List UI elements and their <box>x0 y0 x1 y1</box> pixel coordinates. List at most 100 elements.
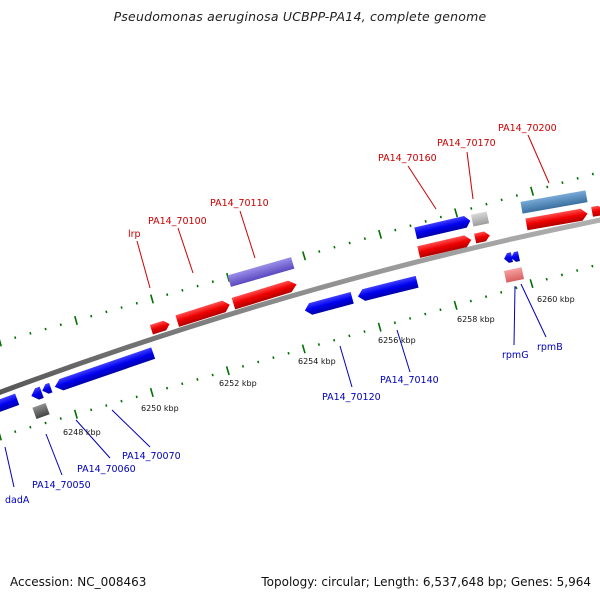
minor-tick <box>120 399 123 403</box>
gene-arrow[interactable] <box>474 230 491 244</box>
gene-arrow[interactable] <box>414 215 471 240</box>
minor-tick <box>105 404 108 407</box>
minor-tick <box>318 250 321 253</box>
scale-label: 6248 kbp <box>63 428 101 437</box>
major-tick <box>73 409 78 419</box>
upper-tick-track <box>0 172 594 347</box>
minor-tick <box>120 306 123 309</box>
gene-arrow[interactable] <box>29 386 44 402</box>
minor-tick <box>484 295 488 299</box>
minor-tick <box>272 356 275 360</box>
major-tick <box>226 272 231 282</box>
gene-arrow[interactable] <box>510 251 520 262</box>
gene-label-pa14-70140[interactable]: PA14_70140 <box>380 375 439 386</box>
minor-tick <box>14 336 17 340</box>
minor-tick <box>439 308 442 312</box>
gene-label-lrp[interactable]: lrp <box>128 229 141 240</box>
gene-label-dada[interactable]: dadA <box>5 495 30 506</box>
gene-arrow[interactable] <box>53 347 156 392</box>
gene-arrow[interactable] <box>525 208 588 231</box>
minor-tick <box>90 314 93 318</box>
lower-tick-track <box>0 264 594 441</box>
gene-label-pa14-70170[interactable]: PA14_70170 <box>437 138 496 149</box>
scale-label: 6260 kbp <box>537 295 575 304</box>
minor-tick <box>500 198 503 202</box>
major-tick <box>454 208 459 218</box>
scale-label: 6250 kbp <box>141 404 179 413</box>
feature-blocks-upper <box>227 190 588 287</box>
minor-tick <box>166 293 169 297</box>
minor-tick <box>165 386 169 390</box>
minor-tick <box>424 219 427 223</box>
scale-label: 6252 kbp <box>219 379 257 388</box>
major-tick <box>529 279 534 289</box>
gene-arrow[interactable] <box>149 319 171 335</box>
gene-label-pa14-70160[interactable]: PA14_70160 <box>378 153 437 164</box>
gene-arrow[interactable] <box>503 252 513 263</box>
minor-tick <box>394 228 397 232</box>
reverse-gene-labels: dadA PA14_70050 PA14_70060 PA14_70070 PA… <box>5 342 563 506</box>
gene-arrow[interactable] <box>175 299 231 327</box>
minor-tick <box>576 176 579 180</box>
topology-text: Topology: circular; Length: 6,537,648 bp… <box>261 575 591 589</box>
gene-label-pa14-70200[interactable]: PA14_70200 <box>498 123 557 134</box>
minor-tick <box>90 408 93 412</box>
minor-tick <box>470 207 473 210</box>
minor-tick <box>560 273 564 277</box>
feature-block[interactable] <box>227 257 295 287</box>
minor-tick <box>515 286 518 290</box>
scale-label: 6254 kbp <box>298 357 336 366</box>
gene-arrow[interactable] <box>356 275 419 302</box>
minor-tick <box>181 288 184 292</box>
feature-block[interactable] <box>503 267 525 283</box>
gene-label-pa14-70100[interactable]: PA14_70100 <box>148 216 207 227</box>
major-tick <box>149 387 154 398</box>
major-tick <box>0 339 2 347</box>
forward-genes <box>149 205 600 335</box>
major-tick <box>302 251 307 261</box>
gene-label-pa14-70120[interactable]: PA14_70120 <box>322 392 381 403</box>
major-tick <box>301 344 306 354</box>
minor-tick <box>409 224 412 228</box>
gene-label-rpmg[interactable]: rpmG <box>502 350 529 361</box>
minor-tick <box>591 264 594 268</box>
minor-tick <box>545 277 548 281</box>
minor-tick <box>241 364 245 368</box>
minor-tick <box>14 430 17 434</box>
gene-label-pa14-70050[interactable]: PA14_70050 <box>32 480 91 491</box>
major-tick <box>74 315 78 326</box>
label-leader-lines <box>4 134 550 488</box>
minor-tick <box>211 373 214 377</box>
minor-tick <box>363 237 366 241</box>
major-tick <box>377 322 382 332</box>
scale-label: 6256 kbp <box>378 336 416 345</box>
minor-tick <box>105 310 108 314</box>
gene-arrow[interactable] <box>303 291 354 316</box>
gene-arrow[interactable] <box>417 234 472 258</box>
minor-tick <box>287 351 290 355</box>
gene-label-pa14-70070[interactable]: PA14_70070 <box>122 451 181 462</box>
reverse-genes <box>0 251 525 420</box>
gene-arrow[interactable] <box>591 205 600 217</box>
gene-label-pa14-70060[interactable]: PA14_70060 <box>77 464 136 475</box>
minor-tick <box>29 425 32 429</box>
minor-tick <box>409 317 412 320</box>
minor-tick <box>257 360 260 364</box>
minor-tick <box>576 269 579 272</box>
minor-tick <box>424 312 427 316</box>
minor-tick <box>333 245 336 249</box>
gene-arrow[interactable] <box>0 393 20 416</box>
gene-label-rpmb[interactable]: rpmB <box>537 342 563 353</box>
gene-label-pa14-70110[interactable]: PA14_70110 <box>210 198 269 209</box>
minor-tick <box>393 321 396 325</box>
minor-tick <box>196 284 199 288</box>
minor-tick <box>348 241 351 245</box>
minor-tick <box>500 290 503 294</box>
gene-arrow[interactable] <box>231 279 299 310</box>
feature-block[interactable] <box>32 402 50 420</box>
minor-tick <box>591 172 594 176</box>
feature-block[interactable] <box>470 211 490 227</box>
major-tick <box>530 186 535 196</box>
feature-block[interactable] <box>520 190 588 214</box>
gene-arrow[interactable] <box>41 382 53 395</box>
